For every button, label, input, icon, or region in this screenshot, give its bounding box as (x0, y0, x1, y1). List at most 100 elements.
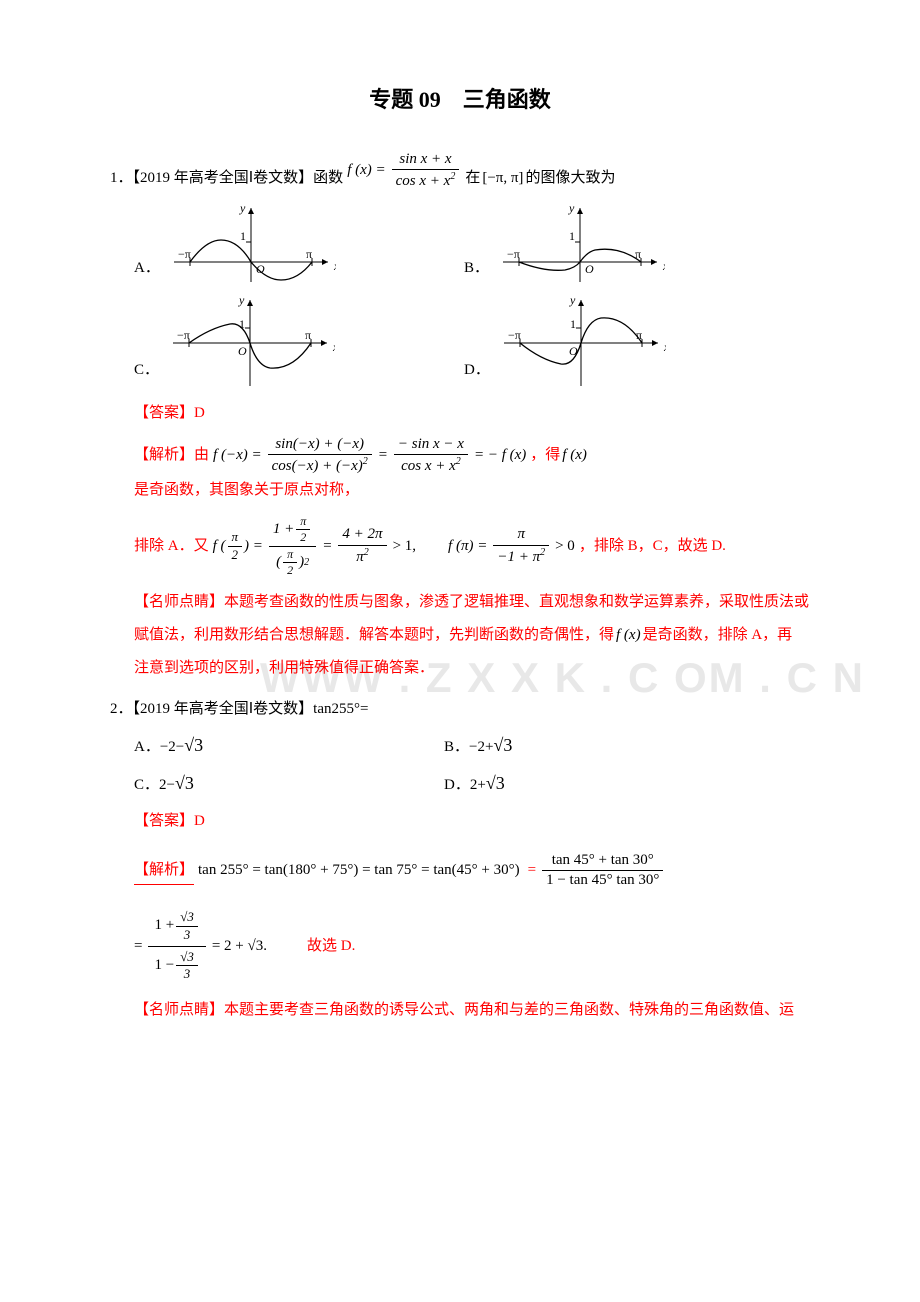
q1-l2-gt0: > 0 (555, 533, 575, 560)
q1-den-text: cos x + x (396, 173, 451, 189)
q1-l2-f3dt: −1 + π (497, 549, 540, 565)
q1-den-sup: 2 (450, 171, 455, 182)
svg-text:x: x (332, 340, 335, 354)
q2-l2-eq2: = 2 + √3. (212, 933, 267, 960)
q1-suffix: 的图像大致为 (525, 165, 615, 192)
q1-frac: sin x + x cos x + x2 (392, 150, 460, 192)
svg-text:y: y (569, 294, 576, 307)
q1-l2-f3n: π (493, 525, 549, 546)
q2-l2-num: 1 + √3 3 (148, 907, 205, 947)
q1-tip1: 【名师点睛】本题考查函数的性质与图象，渗透了逻辑推理、直观想象和数学运算素养，采… (134, 589, 810, 616)
svg-text:−π: −π (178, 247, 191, 261)
q1-l2-f1ds: 2 (304, 556, 309, 569)
q2-jiexi-2: = 1 + √3 3 1 − √3 3 = 2 + √3. 故选 D. (134, 907, 810, 986)
q1-l2-lhs: f ( (213, 533, 226, 560)
q2-C-sqrt: √3 (175, 773, 194, 793)
q1-l2-f2d: π2 (338, 546, 386, 568)
svg-text:x: x (333, 259, 336, 273)
q1-opts-row1: A． x y O 1 −π π B． x y O 1 (134, 200, 810, 290)
q1-tip2-fx: f (x) (616, 622, 641, 649)
q1-l2-close: ) = (244, 533, 263, 560)
q2-C: C．2−√3 (134, 767, 444, 799)
svg-text:−π: −π (508, 328, 521, 342)
svg-text:x: x (662, 259, 665, 273)
q2-D-pre: D． (444, 777, 470, 793)
q1-l2-f2n: 4 + 2π (338, 525, 386, 546)
q1-jiexi-label: 【解析】 (134, 442, 194, 469)
q1-l2-pi2: π 2 (228, 529, 243, 564)
q2-answer: 【答案】D (134, 808, 810, 835)
q1-tip1-text: 本题考查函数的性质与图象，渗透了逻辑推理、直观想象和数学运算素养，采取性质法或 (224, 594, 809, 610)
q1-tip-label: 【名师点睛】 (134, 594, 224, 610)
q2-jx-eq: = (528, 857, 536, 884)
q2-B-pre: B． (444, 739, 469, 755)
q2-l2-post: 故选 D. (307, 933, 355, 960)
q1-l2-f1db: π 2 (283, 547, 297, 579)
q2-l2-dbd: 3 (176, 966, 198, 983)
q2-row2: C．2−√3 D．2+√3 (134, 767, 810, 799)
q2-opts: A．−2−√3 B．−2+√3 C．2−√3 D．2+√3 (134, 729, 810, 800)
q1-l2-f1da: ( (276, 553, 281, 573)
svg-text:x: x (663, 340, 666, 354)
q1-graphD: x y O 1 −π π (496, 294, 666, 392)
q1-l2-f1-den: ( π 2 )2 (269, 547, 316, 579)
q1-l2-f3ds: 2 (540, 547, 545, 558)
q1-l2-f1: 1 + π 2 ( π 2 )2 (269, 514, 316, 579)
q2-l2-na: 1 + (154, 916, 174, 936)
svg-text:y: y (239, 201, 246, 215)
q2-l2-da: 1 − (154, 956, 174, 976)
q2-row1: A．−2−√3 B．−2+√3 (134, 729, 810, 761)
q1-den: cos x + x2 (392, 170, 460, 192)
svg-text:O: O (569, 344, 578, 358)
svg-text:1: 1 (569, 229, 575, 243)
q2-jiexi-label: 【解析】 (134, 857, 194, 885)
q2-A-val: −2− (160, 739, 184, 755)
q1-l2-f1na: 1 + (273, 520, 294, 540)
q1-l2-f1dbd: 2 (283, 563, 297, 579)
q2-jx-f1n: tan 45° + tan 30° (542, 851, 663, 872)
q1-jx-f2-num: − sin x − x (394, 435, 468, 456)
q2-jx-f1: tan 45° + tan 30° 1 − tan 45° tan 30° (542, 851, 663, 891)
q1-l2-eq1: = (322, 533, 332, 560)
q1-jx-f2: − sin x − x cos x + x2 (394, 435, 468, 477)
svg-text:O: O (238, 344, 247, 358)
q1-jx-f2-den: cos x + x2 (394, 455, 468, 477)
page-title: 专题 09 三角函数 (110, 80, 810, 120)
q1-optC: C． x y O 1 −π π (134, 294, 464, 392)
q1-l2-f1dbn: π (283, 547, 297, 564)
svg-text:−π: −π (507, 247, 520, 261)
q2-A: A．−2−√3 (134, 729, 444, 761)
q1-optC-label: C． (134, 357, 159, 392)
q2-tip1: 【名师点睛】本题主要考查三角函数的诱导公式、两角和与差的三角函数、特殊角的三角函… (134, 997, 810, 1024)
q1-opts-row2: C． x y O 1 −π π D． x y O 1 (134, 294, 810, 392)
q1-l2-f1-num: 1 + π 2 (269, 514, 316, 547)
q1-l2-post: ，排除 B，C，故选 D. (579, 533, 726, 560)
q1-answer: 【答案】D (134, 400, 810, 427)
q1-l2-f2ds: 2 (364, 547, 369, 558)
q1-l2-f2: 4 + 2π π2 (338, 525, 386, 567)
q1-jx-post1: ，得 (530, 442, 560, 469)
q2-l2-nbn: √3 (176, 909, 198, 927)
q2-l2-db: √3 3 (176, 949, 198, 984)
q1-graphA: x y O 1 −π π (166, 200, 336, 290)
q2-C-val: 2− (159, 777, 175, 793)
q2-tip1-text: 本题主要考查三角函数的诱导公式、两角和与差的三角函数、特殊角的三角函数值、运 (224, 1002, 794, 1018)
q1-stem: 1．【2019 年高考全国Ⅰ卷文数】函数 f (x) = sin x + x c… (110, 150, 810, 192)
q1-tip2b: 是奇函数，排除 A，再 (643, 622, 793, 649)
q2-tip-label: 【名师点睛】 (134, 1002, 224, 1018)
svg-text:π: π (636, 328, 642, 342)
q1-jx-f2-sup: 2 (456, 456, 461, 467)
q1-graphB: x y O 1 −π π (495, 200, 665, 290)
q1-jx-f1: sin(−x) + (−x) cos(−x) + (−x)2 (268, 435, 372, 477)
q1-jx-lhs: f (−x) = (213, 442, 262, 469)
q1-jx-eq2: = − f (x) (474, 442, 526, 469)
q2-l2-eq1: = (134, 933, 142, 960)
q1-l2-f3: π −1 + π2 (493, 525, 549, 567)
q1-tip2a: 赋值法，利用数形结合思想解题．解答本题时，先判断函数的奇偶性，得 (134, 622, 614, 649)
q1-tip3: 注意到选项的区别，利用特殊值得正确答案． (134, 655, 810, 682)
q1-optB-label: B． (464, 255, 489, 290)
q1-jx-fx: f (x) (562, 442, 587, 469)
q2-A-pre: A． (134, 739, 160, 755)
q1-optD: D． x y O 1 −π π (464, 294, 794, 392)
q1-jiexi-2: 排除 A．又 f ( π 2 ) = 1 + π 2 ( π 2 )2 (134, 514, 810, 579)
